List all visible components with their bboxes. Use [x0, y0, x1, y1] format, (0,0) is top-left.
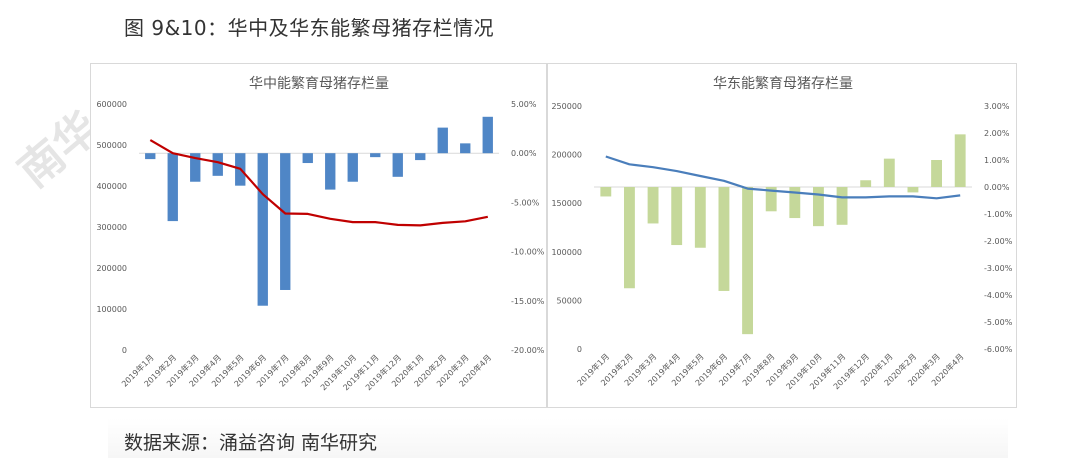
bar — [257, 153, 268, 306]
bar — [325, 153, 336, 190]
bar — [600, 187, 612, 197]
bar — [415, 153, 426, 161]
y-right-tick-label: 0.00% — [984, 183, 1010, 192]
y-right-tick-label: -3.00% — [984, 264, 1013, 273]
y-right-tick-label: 0.00% — [511, 149, 537, 158]
bar — [347, 153, 358, 182]
y-right-tick-label: -5.00% — [984, 318, 1013, 327]
y-right-tick-label: 3.00% — [984, 102, 1010, 111]
bar — [482, 116, 493, 154]
y-right-tick-label: -5.00% — [511, 198, 540, 207]
bar — [167, 153, 178, 222]
bar — [694, 187, 706, 248]
y-right-tick-label: 2.00% — [984, 129, 1010, 138]
bar — [789, 187, 801, 219]
bar — [647, 187, 659, 224]
bar — [907, 187, 919, 193]
y-right-tick-label: -10.00% — [511, 248, 545, 257]
source-text: 数据来源：涌益咨询 南华研究 — [124, 432, 378, 454]
y-right-tick-label: -20.00% — [511, 346, 545, 355]
chart-central-china: 华中能繁育母猪存栏量 0 100000 200000 300000 400000 50000… — [96, 76, 545, 392]
bar — [280, 153, 291, 290]
y-left-tick-label: 100000 — [96, 305, 127, 314]
bar — [302, 153, 313, 164]
y-right-tick-label: -2.00% — [984, 237, 1013, 246]
chart-title: 华中能繁育母猪存栏量 — [249, 76, 389, 92]
y-right-tick-label: 1.00% — [984, 156, 1010, 165]
series-line — [605, 155, 961, 200]
bar — [212, 153, 223, 176]
y-left-tick-label: 50000 — [557, 296, 582, 305]
bar — [931, 160, 942, 187]
bar — [392, 153, 403, 177]
bar — [437, 127, 448, 154]
y-left-tick-label: 200000 — [551, 151, 582, 160]
bar — [718, 187, 730, 291]
series-line — [149, 139, 489, 227]
bar — [460, 143, 471, 154]
chart-east-china: 华东能繁育母猪存栏量 0 50000 100000 150000 200000 250000… — [551, 76, 1013, 391]
y-left-tick-label: 0 — [577, 345, 582, 354]
chart-title: 华东能繁育母猪存栏量 — [713, 76, 853, 92]
y-right-tick-label: 5.00% — [511, 100, 537, 109]
bar — [671, 187, 683, 246]
bar — [860, 180, 872, 187]
figure-title: 图 9&10：华中及华东能繁母猪存栏情况 — [124, 16, 495, 40]
y-left-tick-label: 400000 — [96, 182, 127, 191]
y-right-tick-label: -4.00% — [984, 291, 1013, 300]
chart-panel-central-china: 华中能繁育母猪存栏量 0 100000 200000 300000 400000 50000… — [90, 63, 547, 408]
bar — [813, 187, 824, 227]
bar — [370, 153, 381, 158]
bar — [145, 153, 156, 160]
bar — [624, 187, 635, 289]
y-left-tick-label: 300000 — [96, 223, 127, 232]
y-left-tick-label: 500000 — [96, 141, 127, 150]
y-left-tick-label: 150000 — [551, 199, 582, 208]
bar — [742, 187, 753, 335]
bar — [883, 158, 895, 187]
y-left-tick-label: 100000 — [551, 248, 582, 257]
chart-panel-east-china: 华东能繁育母猪存栏量 0 50000 100000 150000 200000 250000… — [547, 63, 1017, 408]
bar — [190, 153, 201, 182]
y-left-tick-label: 200000 — [96, 264, 127, 273]
y-left-tick-label: 250000 — [551, 102, 582, 111]
y-right-tick-label: -1.00% — [984, 210, 1013, 219]
source-band — [108, 418, 1008, 458]
y-left-tick-label: 600000 — [96, 100, 127, 109]
bar — [765, 187, 777, 212]
y-left-tick-label: 0 — [122, 346, 127, 355]
y-right-tick-label: -6.00% — [984, 345, 1013, 354]
bar — [954, 134, 966, 187]
bar — [836, 187, 848, 225]
y-right-tick-label: -15.00% — [511, 297, 545, 306]
